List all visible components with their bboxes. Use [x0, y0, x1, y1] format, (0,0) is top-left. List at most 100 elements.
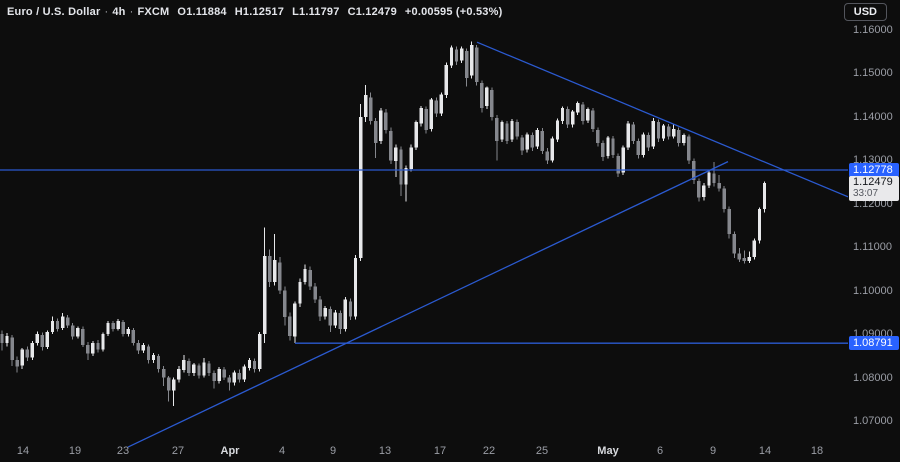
- up-candle-body: [576, 103, 580, 113]
- down-candle-body: [111, 323, 115, 329]
- up-candle-body: [510, 121, 514, 140]
- down-candle-body: [65, 317, 70, 326]
- up-candle-body: [379, 110, 383, 141]
- up-candle-body: [151, 354, 156, 361]
- up-candle-body: [747, 256, 752, 262]
- down-candle-body: [267, 255, 272, 282]
- up-candle-body: [469, 45, 474, 76]
- down-candle-body: [368, 97, 373, 122]
- up-candle-body: [358, 116, 363, 259]
- time-tick-label: 27: [171, 445, 185, 457]
- up-candle-body: [459, 48, 464, 61]
- time-tick-label: 4: [278, 445, 286, 457]
- down-candle-body: [666, 126, 671, 137]
- down-candle-body: [697, 181, 701, 198]
- down-candle-body: [490, 90, 494, 117]
- price-tick-label: 1.08000: [853, 371, 893, 384]
- price-pane[interactable]: [0, 0, 848, 462]
- up-candle-body: [550, 138, 555, 161]
- time-axis[interactable]: 14 19 23 27 Apr 4 9 13 17 22 25 May 6 9 14 18: [0, 440, 848, 462]
- interval-label[interactable]: 4h: [112, 6, 126, 18]
- down-candle-body: [717, 182, 721, 189]
- close-value: C1.12479: [347, 6, 397, 18]
- up-candle-body: [702, 185, 706, 198]
- ascending-trendline[interactable]: [127, 161, 729, 448]
- down-candle-body: [348, 301, 353, 317]
- down-candle-body: [540, 130, 544, 151]
- up-candle-body: [217, 368, 221, 381]
- up-candle-body: [232, 372, 236, 383]
- down-candle-body: [591, 110, 595, 130]
- up-candle-body: [247, 360, 252, 368]
- down-candle-body: [454, 49, 459, 62]
- down-candle-body: [197, 365, 201, 376]
- down-candle-body: [86, 345, 90, 354]
- down-candle-body: [677, 129, 681, 143]
- up-candle-body: [439, 94, 443, 114]
- up-candle-body: [333, 312, 337, 326]
- exchange-label: FXCM: [137, 6, 170, 18]
- down-candle-body: [15, 360, 19, 367]
- down-candle-body: [252, 361, 257, 369]
- down-candle-body: [722, 188, 726, 209]
- price-tick-label: 1.15000: [853, 67, 893, 80]
- time-tick-label: 23: [116, 445, 130, 457]
- price-axis[interactable]: 1.16000 1.15000 1.14000 1.13000 1.12000 1.110…: [848, 0, 900, 462]
- time-tick-label: May: [597, 445, 619, 457]
- up-candle-body: [485, 87, 489, 107]
- time-tick-label: 22: [482, 445, 496, 457]
- time-tick-label: 19: [68, 445, 82, 457]
- time-tick-label: 9: [709, 445, 717, 457]
- down-candle-body: [161, 368, 166, 378]
- up-candle-body: [762, 183, 767, 209]
- up-candle-body: [101, 334, 105, 350]
- time-tick-label: 18: [810, 445, 824, 457]
- up-candle-body: [293, 303, 297, 337]
- up-candle-body: [641, 134, 645, 156]
- down-candle-body: [136, 342, 141, 351]
- up-candle-body: [5, 335, 9, 343]
- alert-price-label: 1.12778: [849, 162, 899, 177]
- down-candle-body: [616, 156, 620, 174]
- up-candle-body: [126, 328, 130, 335]
- symbol-title[interactable]: Euro / U.S. Dollar: [7, 6, 101, 18]
- up-candle-body: [535, 129, 539, 147]
- down-candle-body: [328, 308, 332, 326]
- up-candle-body: [303, 268, 307, 282]
- symbol-legend: Euro / U.S. Dollar · 4h · FXCM O1.11884 H1.125…: [7, 6, 502, 18]
- down-candle-body: [222, 369, 226, 378]
- down-candle-body: [565, 109, 570, 125]
- currency-toggle-button[interactable]: USD: [843, 3, 887, 21]
- time-tick-label: 14: [758, 445, 772, 457]
- up-candle-body: [30, 342, 34, 358]
- up-candle-body: [298, 282, 302, 304]
- down-candle-body: [611, 138, 615, 156]
- up-candle-body: [682, 135, 686, 143]
- down-candle-body: [646, 135, 651, 148]
- up-candle-body: [363, 95, 368, 117]
- up-candle-body: [419, 108, 423, 124]
- down-candle-body: [227, 377, 231, 383]
- down-candle-body: [96, 342, 100, 350]
- up-candle-body: [570, 111, 575, 125]
- up-candle-body: [444, 64, 449, 96]
- up-candle-body: [343, 299, 348, 329]
- up-candle-body: [626, 123, 630, 148]
- down-candle-body: [434, 100, 438, 114]
- descending-trendline[interactable]: [476, 41, 848, 198]
- down-candle-body: [631, 124, 635, 141]
- down-candle-body: [656, 122, 661, 139]
- down-candle-body: [389, 130, 393, 161]
- down-candle-body: [338, 313, 342, 329]
- up-candle-body: [661, 125, 666, 139]
- up-candle-body: [262, 255, 267, 335]
- down-candle-body: [71, 325, 75, 337]
- down-candle-body: [121, 321, 125, 335]
- down-candle-body: [167, 377, 171, 391]
- up-candle-body: [192, 364, 196, 374]
- up-candle-body: [671, 129, 676, 137]
- down-candle-body: [737, 253, 741, 260]
- down-candle-body: [40, 335, 45, 348]
- down-candle-body: [278, 262, 282, 291]
